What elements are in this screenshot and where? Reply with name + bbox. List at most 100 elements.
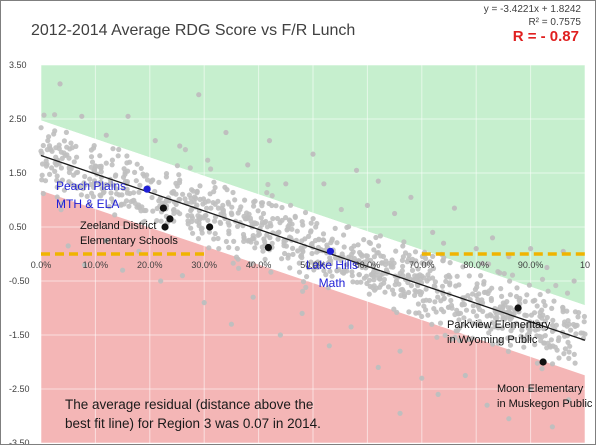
scatter-point bbox=[447, 282, 453, 288]
scatter-point bbox=[197, 216, 203, 222]
scatter-point bbox=[431, 306, 437, 312]
scatter-point bbox=[46, 134, 52, 140]
scatter-point bbox=[107, 182, 113, 188]
chart-title: 2012-2014 Average RDG Score vs F/R Lunch bbox=[31, 22, 356, 39]
scatter-point bbox=[251, 203, 257, 209]
scatter-point bbox=[501, 316, 508, 322]
scatter-point bbox=[241, 235, 247, 241]
scatter-point bbox=[323, 272, 329, 278]
scatter-point bbox=[276, 229, 282, 235]
scatter-point bbox=[88, 147, 94, 153]
scatter-point bbox=[470, 303, 476, 309]
scatter-point bbox=[409, 260, 415, 266]
scatter-point bbox=[43, 163, 50, 169]
scatter-point bbox=[112, 212, 118, 218]
scatter-point bbox=[562, 346, 569, 352]
scatter-point bbox=[294, 228, 300, 234]
scatter-point bbox=[170, 188, 177, 195]
scatter-point bbox=[264, 190, 270, 196]
scatter-point bbox=[556, 355, 562, 361]
scatter-outlier-point bbox=[125, 113, 131, 119]
scatter-point bbox=[295, 248, 301, 254]
y-tick-label: 1.50 bbox=[9, 168, 27, 178]
moon-line-2: in Muskegon Public bbox=[497, 398, 593, 410]
scatter-point bbox=[225, 220, 231, 226]
scatter-point bbox=[249, 222, 255, 228]
scatter-outlier-point bbox=[103, 237, 109, 244]
scatter-outlier-point bbox=[196, 92, 202, 98]
scatter-point bbox=[507, 278, 513, 284]
scatter-point bbox=[565, 339, 571, 345]
scatter-point bbox=[575, 314, 581, 320]
scatter-point bbox=[517, 295, 523, 301]
scatter-point bbox=[509, 322, 515, 329]
scatter-point bbox=[308, 259, 314, 265]
scatter-point bbox=[404, 259, 410, 265]
scatter-point bbox=[284, 227, 290, 233]
scatter-point bbox=[140, 219, 146, 225]
scatter-point bbox=[549, 361, 556, 367]
scatter-point bbox=[581, 319, 587, 325]
scatter-point bbox=[226, 244, 232, 251]
scatter-point bbox=[59, 177, 65, 183]
scatter-point bbox=[220, 207, 226, 213]
scatter-point bbox=[382, 289, 388, 295]
scatter-outlier-point bbox=[57, 81, 63, 87]
scatter-point bbox=[489, 285, 495, 291]
peach-plains-line-1: Peach Plains bbox=[56, 179, 127, 193]
scatter-point bbox=[341, 232, 347, 238]
scatter-point bbox=[288, 202, 294, 208]
scatter-point bbox=[137, 182, 143, 188]
scatter-point bbox=[255, 208, 261, 214]
scatter-point bbox=[206, 245, 212, 251]
scatter-outlier-point bbox=[506, 416, 512, 422]
scatter-point bbox=[417, 272, 423, 278]
highlighted-school-point bbox=[514, 304, 522, 312]
scatter-point bbox=[416, 310, 422, 316]
x-tick-label: 10 bbox=[580, 260, 590, 270]
scatter-point bbox=[124, 160, 130, 166]
scatter-point bbox=[38, 125, 44, 131]
scatter-point bbox=[224, 187, 230, 193]
scatter-point bbox=[551, 298, 557, 304]
scatter-point bbox=[259, 200, 266, 206]
scatter-point bbox=[388, 264, 394, 270]
scatter-outlier-point bbox=[103, 132, 109, 138]
scatter-outlier-point bbox=[245, 162, 251, 168]
scatter-point bbox=[144, 172, 150, 178]
scatter-point bbox=[149, 194, 155, 201]
scatter-point bbox=[564, 308, 570, 314]
scatter-point bbox=[189, 213, 195, 219]
scatter-point bbox=[282, 250, 288, 257]
scatter-point bbox=[270, 216, 276, 222]
scatter-point bbox=[286, 222, 293, 228]
scatter-point bbox=[98, 179, 104, 185]
scatter-point bbox=[235, 223, 241, 229]
scatter-point bbox=[486, 261, 492, 267]
scatter-point bbox=[456, 337, 463, 344]
scatter-point bbox=[545, 288, 551, 294]
scatter-outlier-point bbox=[321, 181, 327, 187]
scatter-point bbox=[303, 284, 309, 290]
scatter-point bbox=[54, 173, 60, 179]
scatter-point bbox=[46, 143, 53, 149]
scatter-point bbox=[103, 182, 109, 188]
scatter-point bbox=[228, 210, 234, 216]
scatter-point bbox=[470, 308, 476, 315]
scatter-point bbox=[461, 315, 467, 321]
scatter-point bbox=[39, 150, 45, 156]
scatter-point bbox=[373, 234, 379, 241]
scatter-point bbox=[574, 322, 580, 328]
scatter-point bbox=[474, 281, 480, 287]
scatter-point bbox=[289, 226, 295, 232]
y-tick-label: 2.50 bbox=[9, 114, 27, 124]
scatter-point bbox=[226, 201, 232, 207]
trendline-equation: y = -3.4221x + 1.8242 bbox=[483, 4, 581, 15]
scatter-outlier-point bbox=[419, 375, 425, 381]
scatter-point bbox=[492, 324, 498, 330]
scatter-outlier-point bbox=[408, 194, 414, 200]
scatter-point bbox=[260, 210, 267, 217]
scatter-point bbox=[262, 220, 268, 226]
scatter-point bbox=[54, 184, 60, 190]
scatter-point bbox=[134, 161, 140, 167]
